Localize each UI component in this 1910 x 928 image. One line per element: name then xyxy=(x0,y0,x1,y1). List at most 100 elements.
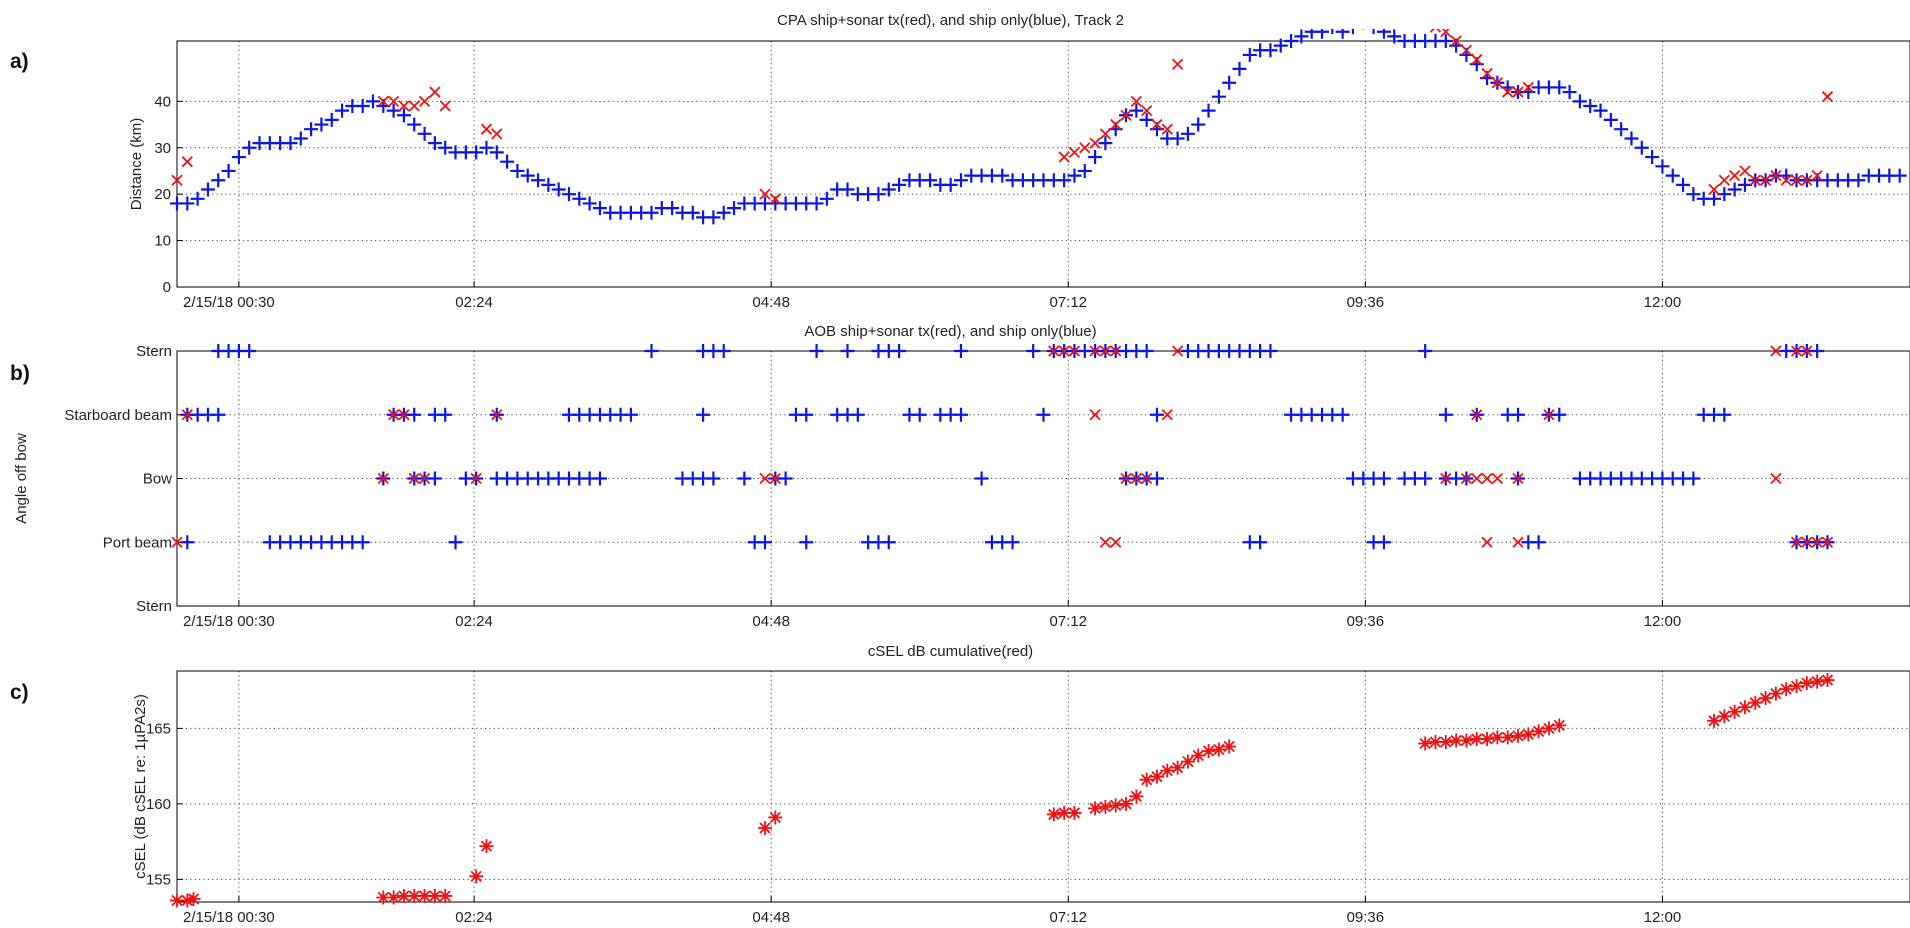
data-point xyxy=(1201,744,1216,759)
data-point xyxy=(1502,86,1514,98)
data-point xyxy=(170,893,184,908)
data-point xyxy=(1727,704,1742,719)
data-point xyxy=(1130,95,1142,107)
data-point xyxy=(1170,131,1185,146)
panel-label: b) xyxy=(10,362,30,385)
data-point xyxy=(840,182,855,197)
data-point xyxy=(1418,344,1433,358)
data-point xyxy=(1180,126,1195,141)
data-point xyxy=(396,888,411,903)
x-tick-label: 04:48 xyxy=(752,909,790,926)
x-tick-label: 12:00 xyxy=(1644,613,1682,630)
data-point xyxy=(427,471,442,486)
data-point xyxy=(398,409,410,421)
data-point xyxy=(1821,536,1834,548)
data-point xyxy=(1748,695,1763,710)
data-point xyxy=(778,471,793,486)
series-1 xyxy=(171,345,1834,548)
data-point xyxy=(1686,187,1701,202)
data-point xyxy=(892,177,907,192)
plot-frame xyxy=(176,670,1910,903)
data-point xyxy=(1851,173,1866,188)
data-point xyxy=(1790,174,1803,186)
data-point xyxy=(871,187,886,202)
data-point xyxy=(572,191,587,206)
data-point xyxy=(1026,344,1041,358)
data-point xyxy=(769,472,781,485)
x-tick-label: 04:48 xyxy=(752,294,790,311)
data-point xyxy=(1362,29,1365,30)
data-point xyxy=(696,407,711,422)
data-point xyxy=(1376,29,1391,39)
data-point xyxy=(995,168,1010,183)
y-tick-label: Port beam xyxy=(103,534,172,551)
data-point xyxy=(840,344,855,358)
data-point xyxy=(1335,29,1350,39)
y-tick-label: 40 xyxy=(154,93,171,110)
y-tick-label: Stern xyxy=(136,598,172,615)
data-point xyxy=(1099,128,1112,140)
data-point xyxy=(1440,29,1452,38)
data-point xyxy=(479,839,494,854)
data-point xyxy=(1263,43,1278,58)
data-point xyxy=(1521,727,1536,742)
data-point xyxy=(1562,85,1577,100)
data-point xyxy=(181,409,193,421)
data-point xyxy=(427,136,442,151)
chart-title: CPA ship+sonar tx(red), and ship only(bl… xyxy=(777,12,1124,29)
data-point xyxy=(1460,44,1473,56)
y-tick-label: 0 xyxy=(163,279,171,296)
data-point xyxy=(1790,536,1803,548)
data-point xyxy=(186,891,201,906)
data-point xyxy=(974,471,989,486)
data-point xyxy=(1799,676,1814,691)
data-point xyxy=(1450,35,1462,47)
data-point xyxy=(314,117,329,132)
data-point xyxy=(1552,80,1567,95)
data-point xyxy=(1180,754,1195,769)
data-point xyxy=(1583,98,1598,113)
data-point xyxy=(293,131,308,146)
data-point xyxy=(1491,77,1504,89)
data-point xyxy=(757,821,772,836)
data-point xyxy=(1079,142,1091,154)
data-point xyxy=(1758,691,1773,706)
data-point xyxy=(438,407,453,422)
y-tick-label: Starboard beam xyxy=(64,407,172,424)
data-point xyxy=(1058,345,1070,357)
data-point xyxy=(551,182,566,197)
data-point xyxy=(1149,471,1164,486)
data-point xyxy=(1139,344,1154,358)
data-point xyxy=(1438,734,1453,749)
data-point xyxy=(1139,112,1154,127)
x-tick-label: 09:36 xyxy=(1347,613,1385,630)
data-point xyxy=(427,888,442,903)
y-axis-label: cSEL (dB cSEL re: 1µPA2s) xyxy=(132,694,149,879)
data-point xyxy=(1149,769,1164,784)
x-tick-label: 02:24 xyxy=(455,294,493,311)
data-point xyxy=(1759,174,1772,186)
data-point xyxy=(417,888,432,903)
data-point xyxy=(1129,103,1144,118)
data-point xyxy=(1077,163,1092,178)
data-point xyxy=(377,95,389,107)
data-point xyxy=(479,140,494,155)
data-point xyxy=(1110,118,1122,131)
data-point xyxy=(448,535,463,550)
data-point xyxy=(171,536,183,548)
data-point xyxy=(1057,805,1072,820)
data-point xyxy=(1099,345,1112,357)
data-point xyxy=(1057,173,1072,188)
data-point xyxy=(1511,728,1526,743)
data-point xyxy=(408,472,420,485)
data-point xyxy=(727,201,742,216)
data-point xyxy=(1707,191,1722,206)
data-point xyxy=(200,182,215,197)
data-point xyxy=(324,112,339,127)
data-point xyxy=(757,535,772,550)
x-tick-label: 07:12 xyxy=(1049,294,1087,311)
data-point xyxy=(953,173,968,188)
data-point xyxy=(1253,535,1268,550)
data-point xyxy=(1110,536,1122,548)
data-point xyxy=(1110,345,1122,357)
